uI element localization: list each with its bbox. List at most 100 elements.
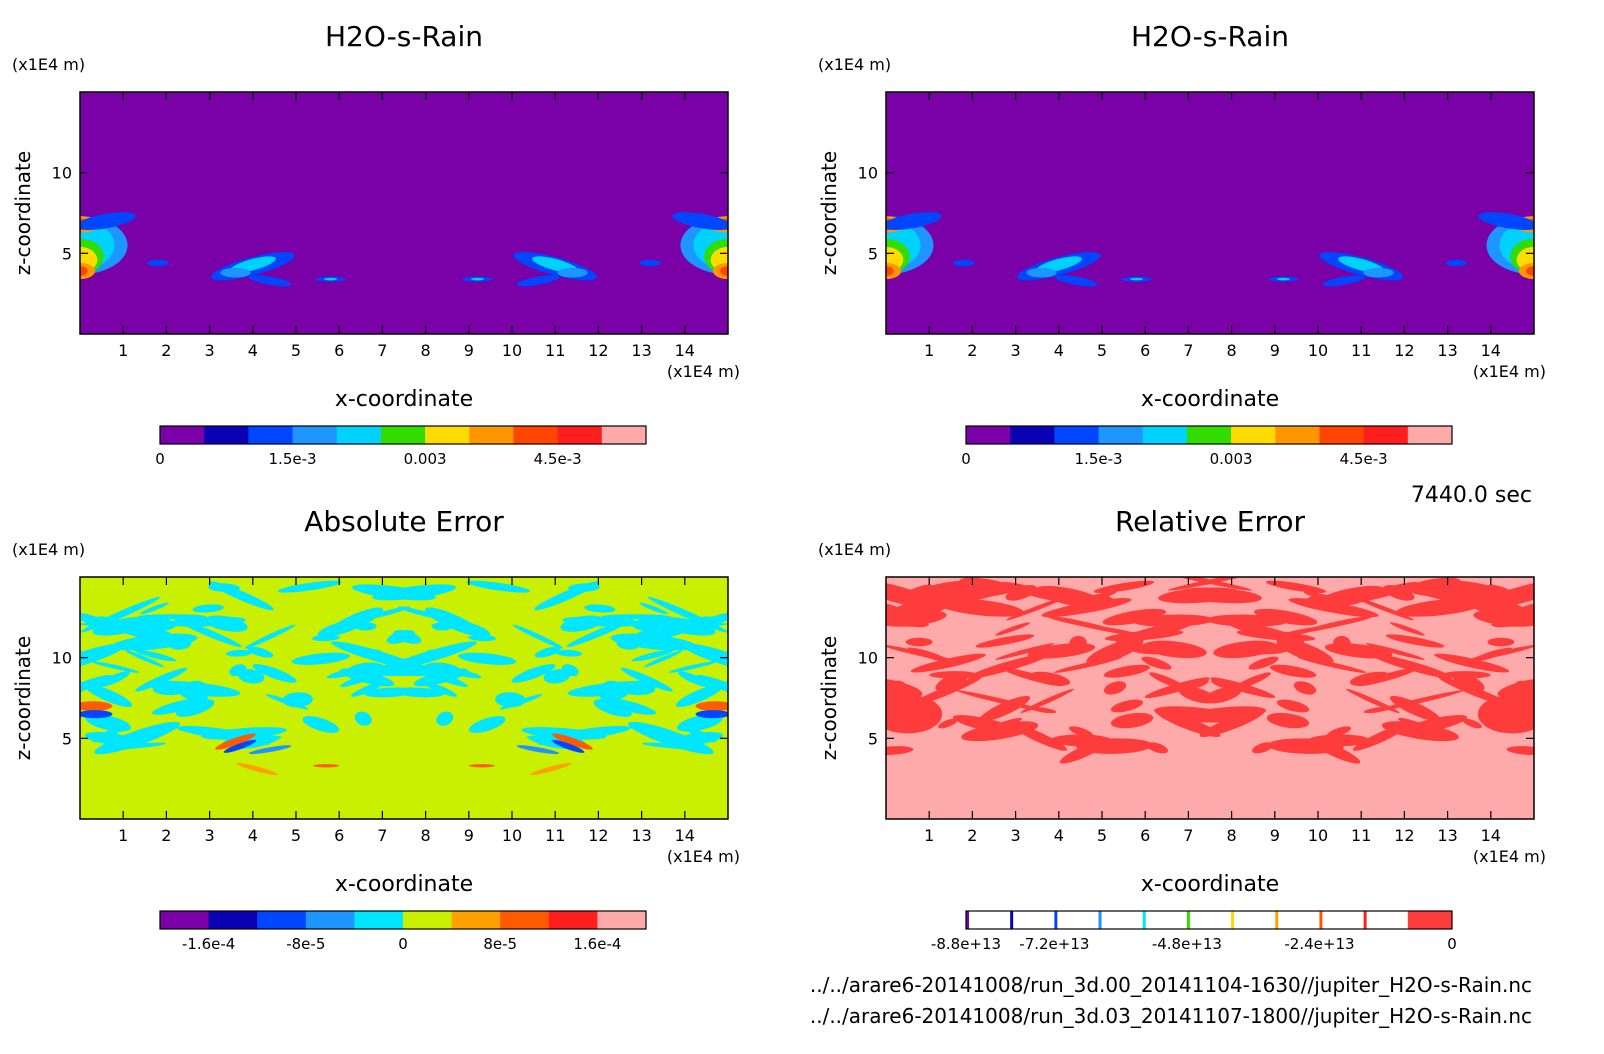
y-axis-label: z-coordinate	[817, 151, 841, 275]
contour-region	[916, 579, 993, 597]
contour-region	[567, 680, 661, 697]
contour-region	[1076, 738, 1153, 754]
y-unit-label: (x1E4 m)	[12, 55, 85, 74]
colorbar-segment	[1231, 426, 1276, 444]
plot-area	[80, 577, 728, 819]
contour-region	[886, 580, 938, 608]
colorbar-segment	[1010, 911, 1055, 929]
colorbar: -1.6e-4 -8e-5 0 8e-5 1.6e-4	[159, 910, 647, 953]
contour-region	[1363, 267, 1394, 278]
contour-region	[1254, 608, 1318, 626]
x-tick-label: 11	[545, 341, 565, 360]
contour-region	[1445, 259, 1468, 267]
contour-region	[302, 716, 340, 733]
colorbar-segment	[257, 911, 307, 929]
contour-region	[1385, 634, 1445, 648]
contour-region	[639, 259, 662, 267]
y-axis-label: z-coordinate	[11, 151, 35, 275]
contour-region	[1269, 664, 1317, 678]
contour-region	[975, 634, 1035, 648]
x-unit-label: (x1E4 m)	[667, 362, 740, 381]
contour-region	[551, 739, 585, 753]
y-axis-label: z-coordinate	[817, 636, 841, 760]
x-tick-label: 11	[1351, 341, 1371, 360]
x-tick-label: 14	[675, 341, 695, 360]
contour-region	[1167, 577, 1258, 591]
colorbar-tick-label: -8.8e+13	[931, 935, 1001, 953]
contour-region	[466, 580, 531, 593]
contour-region	[543, 669, 571, 684]
contour-region	[886, 599, 928, 628]
y-tick-label: 10	[52, 164, 72, 183]
contour-region	[1103, 664, 1151, 678]
y-unit-label: (x1E4 m)	[818, 540, 891, 559]
contour-region	[1487, 637, 1515, 647]
plot-area	[80, 92, 728, 334]
contour-region	[92, 616, 155, 636]
x-tick-label: 13	[631, 826, 651, 845]
contour-region	[80, 674, 112, 699]
x-tick-label: 1	[924, 341, 934, 360]
contour-region	[516, 745, 560, 755]
contour-region	[1026, 267, 1057, 278]
colorbar-tick-label: -8e-5	[286, 935, 325, 953]
contour-region	[610, 633, 697, 651]
contour-region	[1030, 671, 1071, 686]
contour-region	[1046, 615, 1112, 631]
contour-region	[952, 259, 975, 267]
colorbar-segment	[1186, 911, 1232, 929]
colorbar-segment	[1407, 911, 1453, 929]
contour-region	[641, 742, 708, 750]
chart-panel-3: Absolute Error(x1E4 m)1 2 3 4 5 6 7 8 9 10 11 12 13 1…	[11, 505, 740, 953]
contour-region	[354, 711, 372, 726]
contour-region	[686, 727, 716, 743]
contour-region	[1492, 599, 1534, 628]
contour-region	[1069, 635, 1087, 652]
contour-region	[935, 672, 968, 692]
x-tick-label: 3	[205, 341, 215, 360]
colorbar: 0 1.5e-3 0.003 4.5e-3	[155, 425, 647, 468]
colorbar-tick-label: 1.5e-3	[1075, 450, 1123, 468]
contour-region	[584, 604, 616, 613]
contour-region	[436, 711, 454, 726]
contour-region	[695, 701, 728, 711]
y-tick-label: 10	[858, 649, 878, 668]
contour-region	[247, 646, 274, 658]
contour-region	[1477, 694, 1534, 734]
colorbar: 0 1.5e-3 0.003 4.5e-3	[961, 425, 1453, 468]
contour-region	[557, 267, 588, 278]
plot-area	[886, 92, 1534, 334]
contour-region	[92, 727, 122, 743]
colorbar-segment	[1319, 911, 1365, 929]
contour-region	[1266, 712, 1310, 729]
colorbar-tick-label: 0	[961, 450, 971, 468]
plot-background	[886, 92, 1534, 334]
contour-region	[1149, 672, 1188, 691]
contour-region	[229, 664, 247, 677]
contour-region	[111, 633, 198, 651]
colorbar-segment	[1098, 911, 1144, 929]
colorbar-segment	[380, 426, 426, 444]
chart-panel-4: Relative Error(x1E4 m)1 2 3 4 5 6 7 8 9 10 11 12 13 1…	[817, 505, 1546, 953]
contour-region	[135, 667, 188, 692]
chart-title: H2O-s-Rain	[325, 20, 483, 53]
x-tick-label: 2	[161, 341, 171, 360]
colorbar-segment	[292, 426, 338, 444]
contour-region	[695, 710, 728, 719]
contour-region	[1427, 579, 1504, 597]
contour-region	[1458, 644, 1534, 664]
x-unit-label: (x1E4 m)	[1473, 362, 1546, 381]
colorbar-frame	[965, 425, 1453, 445]
colorbar-frame	[159, 910, 647, 930]
x-tick-label: 7	[1183, 826, 1193, 845]
contour-region	[1434, 653, 1510, 673]
x-tick-label: 5	[1097, 341, 1107, 360]
contour-region	[1226, 621, 1305, 644]
y-tick-label: 10	[858, 164, 878, 183]
x-tick-label: 5	[291, 341, 301, 360]
x-tick-label: 9	[464, 826, 474, 845]
x-tick-label: 12	[588, 826, 608, 845]
contour-region	[676, 714, 723, 732]
x-tick-label: 6	[1140, 826, 1150, 845]
file-path-1: ../../arare6-20141008/run_3d.00_20141104…	[810, 973, 1532, 997]
